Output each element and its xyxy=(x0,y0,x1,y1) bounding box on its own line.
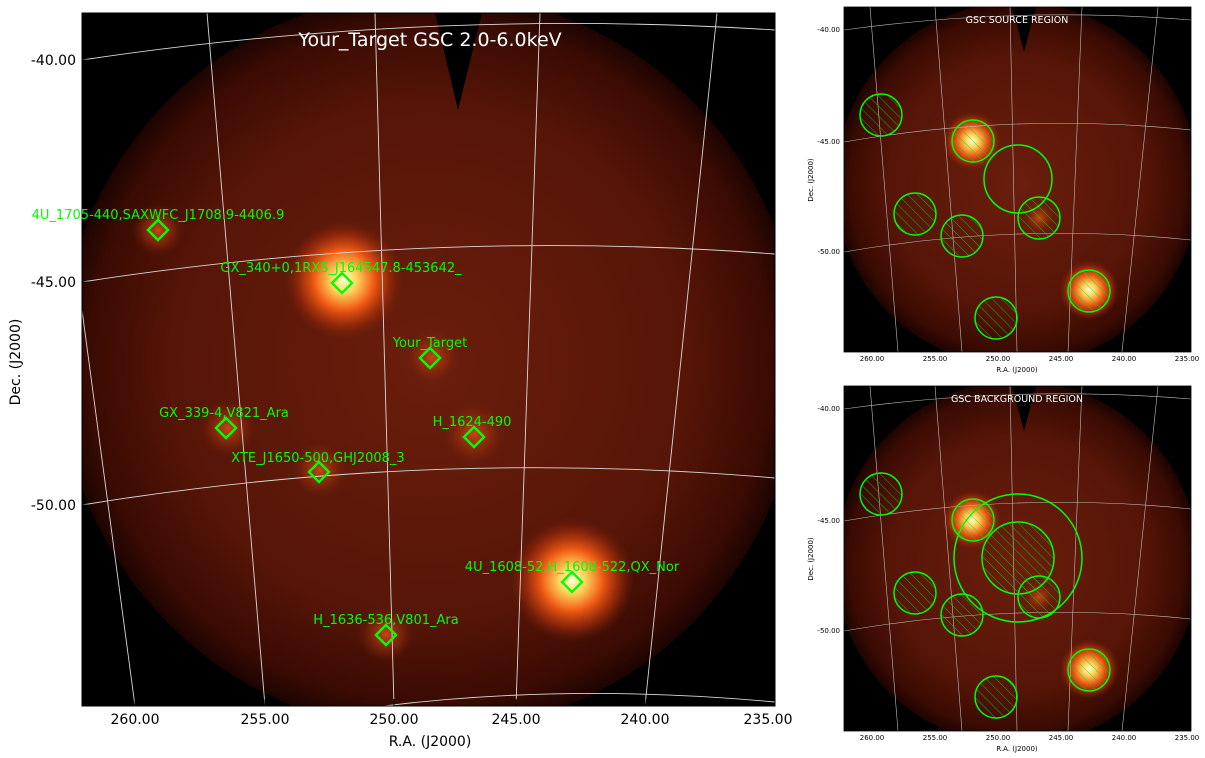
panel1-ra-tick-235: 235.00 xyxy=(1175,355,1200,363)
panel2-exclusion-regions xyxy=(859,472,1111,719)
main-ra-tick-label-250: 250.00 xyxy=(370,712,419,728)
main-ra-tick-label-260: 260.00 xyxy=(111,712,160,728)
source-marker-4u1608[interactable] xyxy=(560,570,584,594)
panel2-background-annulus xyxy=(953,493,1083,623)
panel1-fov-notch xyxy=(1012,7,1036,52)
panel1-dec-tick-40: -40.00 xyxy=(817,26,840,34)
panel1-region-4u1608 xyxy=(1067,269,1111,313)
main-blob-xte xyxy=(292,442,348,498)
panel2-dec-tick-45: -45.00 xyxy=(817,517,840,525)
source-marker-xte[interactable] xyxy=(307,460,331,484)
panel1-region-4u1705 xyxy=(859,93,903,137)
panel2-region-gx340 xyxy=(951,498,995,542)
main-ra-tick-label-245: 245.00 xyxy=(492,712,541,728)
source-label-4u1608: 4U_1608-52,H_1608-522,QX_Nor xyxy=(465,560,680,575)
panel1-dec-tick-50: -50.00 xyxy=(817,248,840,256)
panel2-ra-tick-240: 240.00 xyxy=(1112,734,1137,742)
panel2-ra-tick-250: 250.00 xyxy=(986,734,1011,742)
source-marker-h1636[interactable] xyxy=(374,623,398,647)
main-fov-notch xyxy=(435,13,482,110)
panel1-title: GSC SOURCE REGION xyxy=(966,15,1069,26)
main-ra-tick-label-235: 235.00 xyxy=(744,712,793,728)
panel1-ra-tick-260: 260.00 xyxy=(860,355,885,363)
panel2-dec-tick-40: -40.00 xyxy=(817,405,840,413)
main-blob-gx340 xyxy=(284,220,404,340)
source-label-xte: XTE_J1650-500,GHJ2008_3 xyxy=(231,451,404,466)
panel2-region-gx339 xyxy=(893,571,937,615)
panel1-region-xte xyxy=(940,214,984,258)
panel2-region-4u1608 xyxy=(1067,648,1111,692)
source-label-h1624: H_1624-490 xyxy=(433,415,512,430)
panel1-region-gx340 xyxy=(951,119,995,163)
source-label-gx340: GX_340+0,1RXS_J164547.8-453642_ xyxy=(220,261,462,276)
source-label-gx339: GX_339-4,V821_Ara xyxy=(159,406,289,421)
main-dec-tick-label-45: -45.00 xyxy=(31,275,76,291)
main-blob-h1624 xyxy=(442,402,506,466)
panel2-ra-tick-245: 245.00 xyxy=(1049,734,1074,742)
main-sky-map: Your_Target GSC 2.0-6.0keV -40.00 -45.00… xyxy=(8,12,793,750)
source-label-h1636: H_1636-536,V801_Ara xyxy=(313,613,458,628)
panel1-ra-tick-245: 245.00 xyxy=(1049,355,1074,363)
panel1-ra-tick-250: 250.00 xyxy=(986,355,1011,363)
panel2-title: GSC BACKGROUND REGION xyxy=(951,394,1083,405)
main-ra-tick-label-255: 255.00 xyxy=(241,712,290,728)
main-ra-tick-label-240: 240.00 xyxy=(621,712,670,728)
main-title: Your_Target GSC 2.0-6.0keV xyxy=(297,29,561,51)
panel1-region-h1624 xyxy=(1017,196,1061,240)
panel1-exclusion-regions xyxy=(859,93,1111,340)
source-marker-4u1705[interactable] xyxy=(146,218,170,242)
panel2-region-h1636 xyxy=(974,675,1018,719)
source-marker-h1624[interactable] xyxy=(462,425,486,449)
main-blob-4u1705 xyxy=(132,204,184,256)
panel1-region-h1636 xyxy=(974,296,1018,340)
source-marker-gx339[interactable] xyxy=(214,416,238,440)
main-x-axis-label: R.A. (J2000) xyxy=(389,734,472,750)
main-blob-h1636 xyxy=(358,606,414,662)
main-y-axis-label: Dec. (J2000) xyxy=(8,319,24,406)
panel1-dec-tick-45: -45.00 xyxy=(817,138,840,146)
main-plot-frame xyxy=(81,12,776,707)
main-blob-gx339 xyxy=(200,400,256,456)
panel2-fov-notch xyxy=(1012,386,1036,431)
panel-background-region: GSC BACKGROUND REGION -40.00 -45.00 -50.… xyxy=(807,385,1200,753)
source-marker-target[interactable] xyxy=(418,346,442,370)
main-source-markers xyxy=(146,218,584,647)
panel1-region-gx339 xyxy=(893,192,937,236)
main-blob-4u1608 xyxy=(510,518,634,642)
main-tick-marks xyxy=(82,59,776,706)
source-marker-gx340[interactable] xyxy=(330,271,354,295)
panel1-plot-frame xyxy=(843,6,1192,353)
panel2-dec-tick-50: -50.00 xyxy=(817,627,840,635)
panel1-source-region xyxy=(983,144,1053,214)
panel2-x-axis-label: R.A. (J2000) xyxy=(996,745,1038,753)
main-dec-tick-label-40: -40.00 xyxy=(31,53,76,69)
source-label-4u1705: 4U_1705-440,SAXWFC_J1708.9-4406.9 xyxy=(32,208,285,223)
panel2-region-xte xyxy=(940,593,984,637)
panel2-region-4u1705 xyxy=(859,472,903,516)
main-blob-target xyxy=(404,329,460,385)
panel1-fov-disk xyxy=(844,7,1191,352)
panel2-region-h1624 xyxy=(1017,575,1061,619)
panel1-x-axis-label: R.A. (J2000) xyxy=(996,366,1038,374)
panel-source-region: GSC SOURCE REGION -40.00 -45.00 -50.00 2… xyxy=(807,6,1200,374)
panel2-plot-frame xyxy=(843,385,1192,732)
panel1-ra-tick-240: 240.00 xyxy=(1112,355,1137,363)
panel1-ra-tick-255: 255.00 xyxy=(923,355,948,363)
panel2-ra-tick-235: 235.00 xyxy=(1175,734,1200,742)
panel2-y-axis-label: Dec. (J2000) xyxy=(807,537,815,581)
source-label-target: Your_Target xyxy=(392,336,467,351)
panel2-ra-tick-255: 255.00 xyxy=(923,734,948,742)
panel1-y-axis-label: Dec. (J2000) xyxy=(807,158,815,202)
main-coordinate-grid xyxy=(82,13,775,706)
panel2-ra-tick-260: 260.00 xyxy=(860,734,885,742)
main-dec-tick-label-50: -50.00 xyxy=(31,498,76,514)
